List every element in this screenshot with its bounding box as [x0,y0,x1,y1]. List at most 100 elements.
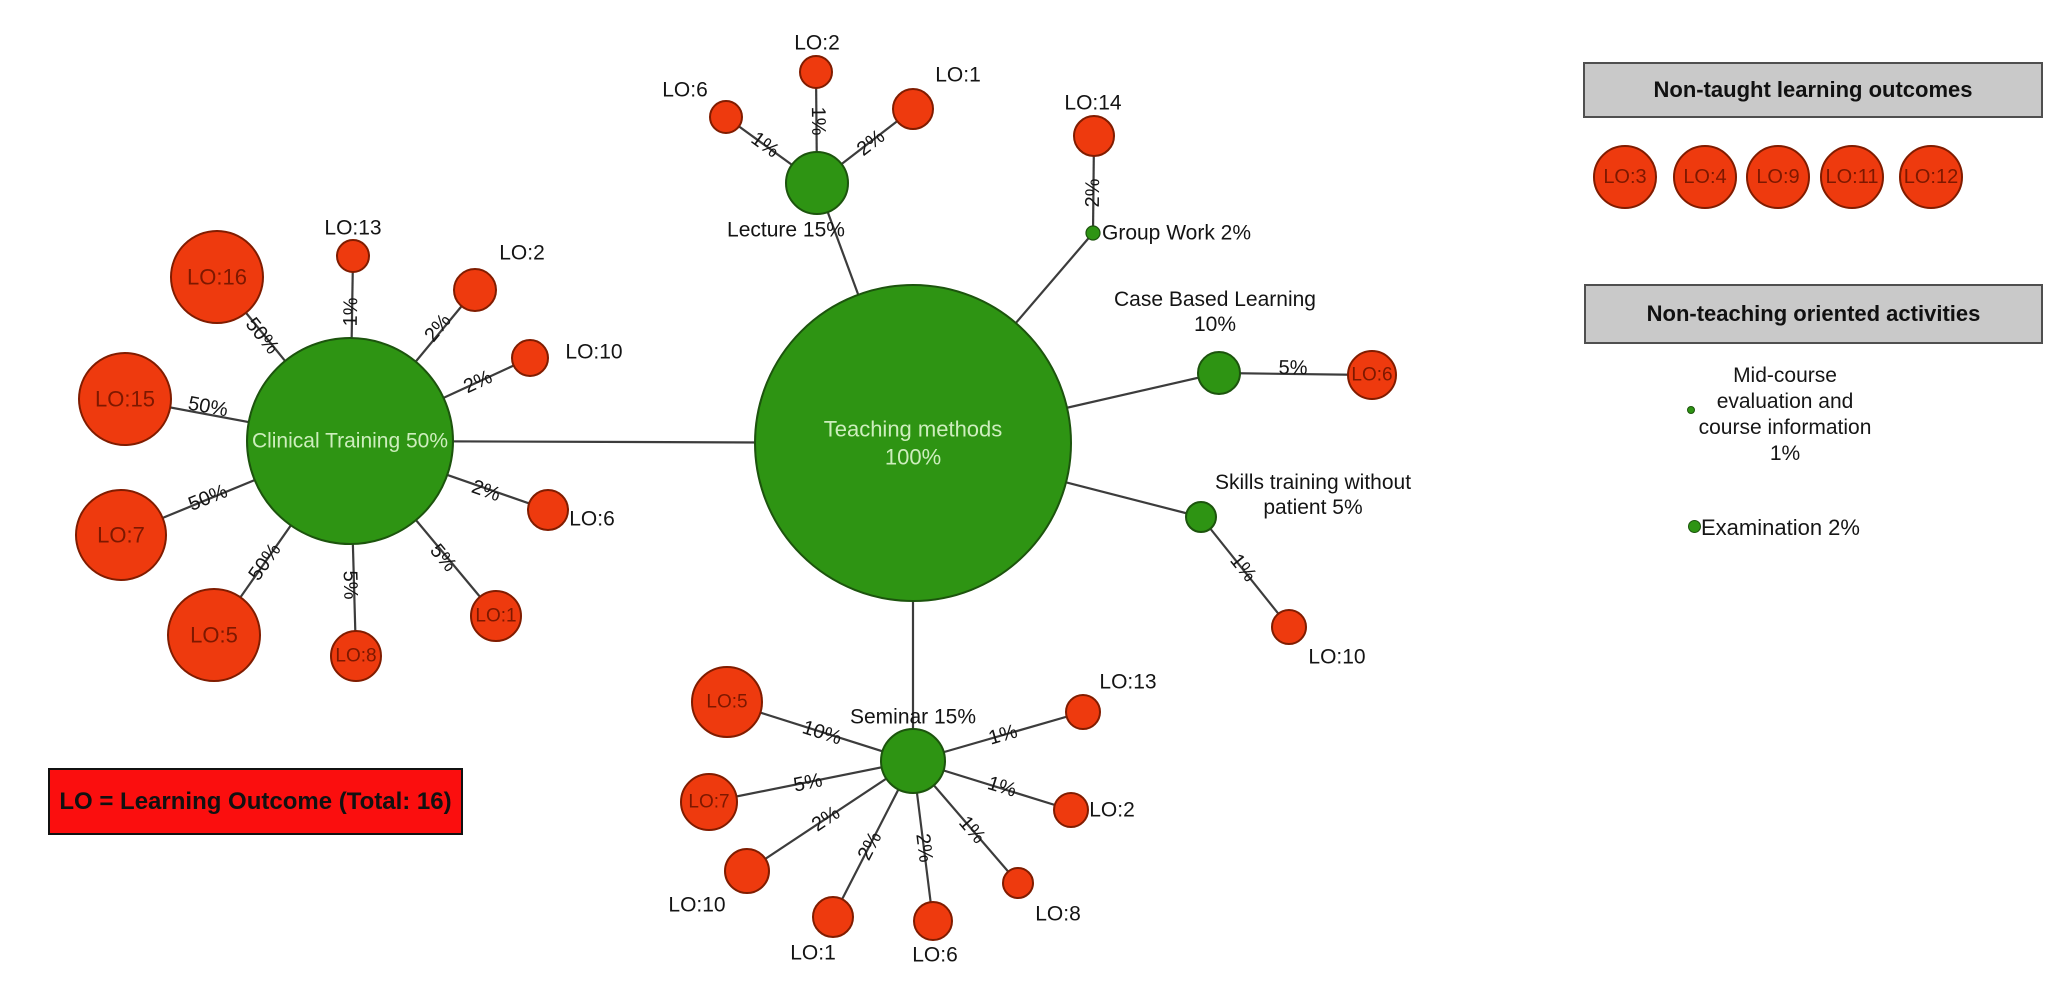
outcome-node-cl-lo7 [75,489,167,581]
node-label-cl-lo8: LO:8 [335,646,376,667]
non-taught-outcome-chip: LO:9 [1746,145,1810,209]
method-node-groupwork [1085,225,1101,241]
non-teaching-header: Non-teaching oriented activities [1584,284,2043,344]
non-taught-outcome-chip: LO:11 [1820,145,1884,209]
lo-legend: LO = Learning Outcome (Total: 16) [48,768,463,835]
outcome-node-gw-lo14 [1073,115,1115,157]
edge-label-clinical-cl-lo7: 50% [185,480,231,516]
edge-label-seminar-sem-lo5: 10% [800,716,845,749]
node-label-cl-lo7: LO:7 [97,523,145,548]
outcome-node-sem-lo7 [680,773,738,831]
outcome-node-sem-lo13 [1065,694,1101,730]
edge-label-clinical-cl-lo2: 2% [420,310,456,346]
edge-label-cbl-cbl-lo6: 5% [1278,357,1307,379]
node-label-cl-lo5: LO:5 [190,623,238,648]
outcome-node-cl-lo6 [527,489,569,531]
node-label-clinical: Clinical Training 50% [252,430,448,453]
node-label-lecture: Lecture 15% [727,219,845,242]
node-label-sem-lo8: LO:8 [1035,903,1081,926]
edge-skills-sk-lo10 [1200,516,1290,628]
node-label-cl-lo6: LO:6 [569,508,615,531]
node-label-cl-lo10: LO:10 [565,341,622,364]
node-label-lec-lo6: LO:6 [662,79,708,102]
edge-label-seminar-sem-lo13: 1% [986,720,1020,749]
node-label-sem-lo10: LO:10 [668,894,725,917]
outcome-node-sk-lo10 [1271,609,1307,645]
node-label-cl-lo2: LO:2 [499,242,545,265]
node-label-sk-lo10: LO:10 [1308,646,1365,669]
node-label-sem-lo6: LO:6 [912,944,958,967]
edge-label-clinical-cl-lo10: 2% [460,366,496,398]
node-label-sem-lo5: LO:5 [706,692,747,713]
examination-dot-icon [1688,520,1701,533]
outcome-node-sem-lo6 [913,901,953,941]
edge-label-clinical-cl-lo15: 50% [186,393,230,422]
node-label-cl-lo13: LO:13 [324,217,381,240]
node-label-sem-lo2: LO:2 [1089,799,1135,822]
outcome-node-sem-lo10 [724,848,770,894]
edge-seminar-sem-lo10 [746,760,914,872]
outcome-node-cl-lo15 [78,352,172,446]
edge-label-groupwork-gw-lo14: 2% [1082,178,1104,207]
method-node-teaching [754,284,1072,602]
node-label-gw-lo14: LO:14 [1064,92,1122,115]
outcome-node-cl-lo2 [453,268,497,312]
outcome-node-sem-lo8 [1002,867,1034,899]
node-label-lec-lo2: LO:2 [794,32,840,55]
outcome-node-lec-lo1 [892,88,934,130]
edge-label-seminar-sem-lo10: 2% [808,802,844,836]
method-node-seminar [880,728,946,794]
edge-label-seminar-sem-lo6: 2% [911,832,936,864]
outcome-node-cl-lo1 [470,590,522,642]
outcome-node-sem-lo2 [1053,792,1089,828]
outcome-node-cl-lo13 [336,239,370,273]
node-label-cbl-lo6: LO:6 [1351,365,1392,386]
method-node-skills [1185,501,1217,533]
node-label-cl-lo16: LO:16 [187,265,247,290]
node-label-groupwork: Group Work 2% [1102,222,1251,245]
node-label-seminar: Seminar 15% [850,706,976,729]
node-label-teaching: 100% [885,445,941,470]
outcome-node-cbl-lo6 [1347,350,1397,400]
edge-label-lecture-lec-lo2: 1% [807,106,829,135]
examination-item: Examination 2% [1701,515,1860,540]
non-taught-outcome-chip: LO:4 [1673,145,1737,209]
method-node-lecture [785,151,849,215]
node-label-sem-lo13: LO:13 [1099,671,1156,694]
node-label-sem-lo1: LO:1 [790,942,836,965]
node-label-cbl: 10% [1194,313,1236,336]
edge-cbl-cbl-lo6 [1218,371,1373,377]
edge-label-seminar-sem-lo2: 1% [985,772,1019,802]
outcome-node-sem-lo5 [691,666,763,738]
non-taught-header: Non-taught learning outcomes [1583,62,2043,118]
node-label-cl-lo1: LO:1 [475,606,516,627]
outcome-node-lec-lo6 [709,100,743,134]
node-label-lec-lo1: LO:1 [935,64,981,87]
node-label-cl-lo15: LO:15 [95,387,155,412]
edge-label-seminar-sem-lo1: 2% [854,828,887,864]
outcome-node-cl-lo16 [170,230,264,324]
outcome-node-cl-lo10 [511,339,549,377]
edge-label-lecture-lec-lo6: 1% [747,128,783,163]
node-label-skills: patient 5% [1263,496,1362,519]
node-label-skills: Skills training without [1215,471,1411,494]
edge-seminar-sem-lo7 [708,759,914,804]
method-node-cbl [1197,351,1241,395]
node-label-teaching: Teaching methods [824,417,1003,442]
midcourse-dot-icon [1687,406,1695,414]
edge-label-clinical-cl-lo8: 5% [339,570,362,600]
edge-label-seminar-sem-lo7: 5% [792,769,825,796]
outcome-node-lec-lo2 [799,55,833,89]
node-label-cbl: Case Based Learning [1114,288,1316,311]
method-node-clinical [246,337,454,545]
outcome-node-sem-lo1 [812,896,854,938]
edge-label-clinical-cl-lo1: 5% [425,540,461,576]
non-taught-outcome-chip: LO:12 [1899,145,1963,209]
edge-label-clinical-cl-lo5: 50% [245,539,286,585]
midcourse-item: Mid-course evaluation and course informa… [1698,364,1872,465]
edge-label-clinical-cl-lo6: 2% [469,476,504,506]
non-taught-outcome-chip: LO:3 [1593,145,1657,209]
outcome-node-cl-lo5 [167,588,261,682]
outcome-node-cl-lo8 [330,630,382,682]
